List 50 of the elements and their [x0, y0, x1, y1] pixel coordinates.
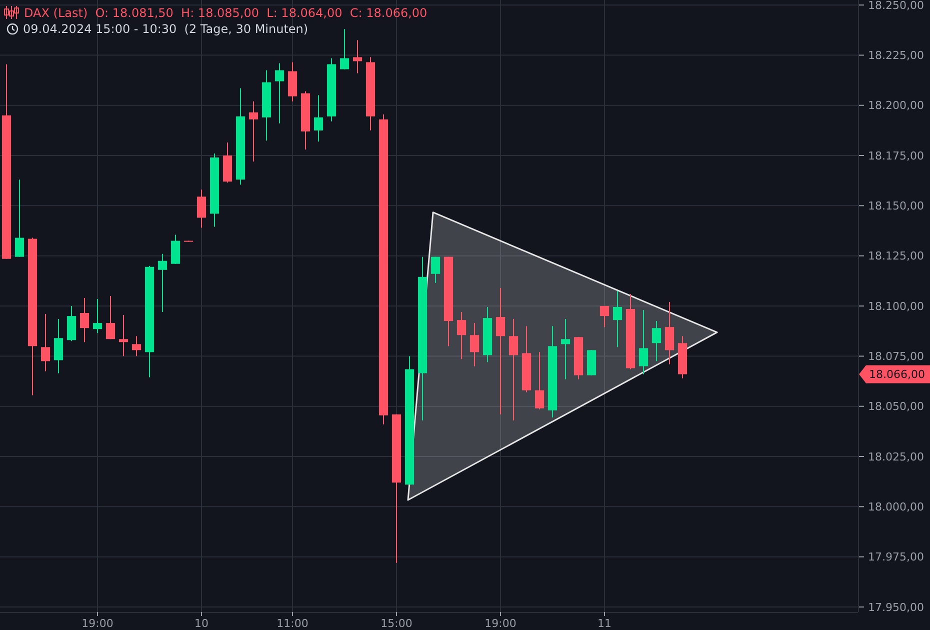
candlestick: [132, 336, 142, 357]
y-tick-label: 18.100,00: [868, 300, 924, 313]
x-tick-label: 15:00: [380, 617, 412, 630]
y-tick-label: 18.250,00: [868, 0, 924, 12]
x-tick-label: 11:00: [276, 617, 308, 630]
text: DAX (Last) O: 18.081,50 H: 18.085,00 L: 18.064,00 C: 18.066,00: [24, 6, 428, 20]
y-tick-label: 18.150,00: [868, 200, 924, 213]
candlestick: [456, 312, 466, 360]
candlestick: [106, 295, 116, 340]
x-tick-label: 19:00: [82, 617, 114, 630]
x-tick-label: 19:00: [484, 617, 516, 630]
candlestick: [158, 253, 168, 313]
y-tick-label: 18.075,00: [868, 350, 924, 364]
x-tick-label: 10: [194, 617, 208, 630]
candlestick: [470, 322, 480, 367]
candlestick: [80, 297, 90, 343]
y-tick-label: 18.025,00: [868, 450, 924, 464]
text: 09.04.2024 15:00 - 10:30 (2 Tage, 30 Minuten): [23, 22, 308, 36]
y-tick-label: 18.225,00: [868, 49, 924, 62]
candlestick: [196, 189, 206, 228]
candlestick: [340, 28, 350, 70]
candlestick: [430, 256, 440, 284]
candlestick: [496, 287, 506, 415]
y-tick-label: 18.200,00: [868, 99, 924, 112]
candlestick: [40, 314, 50, 372]
candlestick: [170, 234, 180, 264]
candlestick: [352, 40, 362, 74]
y-tick-label: 17.950,00: [868, 600, 924, 614]
y-tick-label: 18.125,00: [868, 250, 924, 263]
candlestick: [560, 318, 570, 380]
text: 18.066,00: [869, 368, 925, 382]
candlestick: [248, 100, 258, 162]
y-tick-label: 18.000,00: [868, 500, 924, 514]
candlestick: [92, 298, 102, 334]
candlestick: [664, 301, 674, 365]
y-tick-label: 18.175,00: [868, 149, 924, 162]
candlestick: [600, 306, 610, 328]
x-tick-label: 11: [598, 617, 612, 630]
y-tick-label: 17.975,00: [868, 550, 924, 564]
y-tick-label: 18.050,00: [868, 400, 924, 414]
candlestick: [638, 310, 648, 375]
candlestick: [274, 62, 284, 124]
candlestick: [652, 320, 662, 362]
candlestick: [54, 318, 64, 374]
candlestick: [314, 94, 324, 142]
candlestick: [612, 290, 622, 348]
candlestick: [534, 352, 544, 410]
candlestick: [14, 179, 24, 258]
candlestick: [508, 318, 518, 421]
candlestick: [118, 314, 128, 357]
